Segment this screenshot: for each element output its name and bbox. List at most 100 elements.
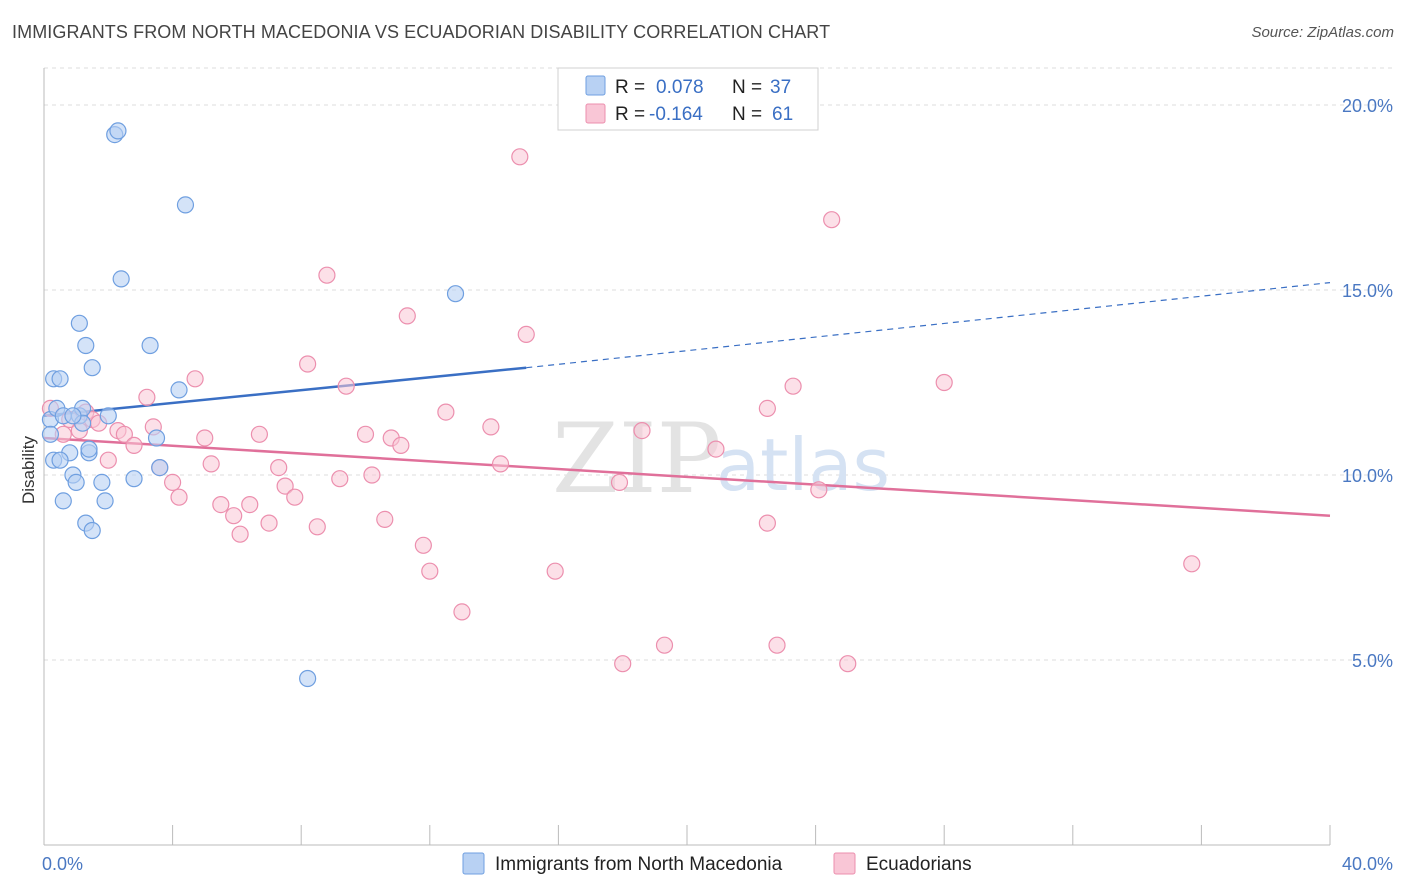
legend-n-label-blue: N = <box>732 77 762 98</box>
data-points <box>41 122 1201 688</box>
y-tick-label: 10.0% <box>1342 466 1393 486</box>
data-point-ecuadorians <box>270 459 288 477</box>
data-point-north-macedonia <box>77 336 95 355</box>
data-point-ecuadorians <box>453 603 471 621</box>
y-tick-labels: 5.0% 10.0% 15.0% 20.0% <box>1342 96 1393 671</box>
y-tick-label: 5.0% <box>1352 651 1393 671</box>
data-point-ecuadorians <box>839 655 857 673</box>
data-point-ecuadorians <box>482 418 500 436</box>
data-point-ecuadorians <box>421 562 439 580</box>
legend-n-value-blue: 37 <box>770 77 791 98</box>
series-legend: Immigrants from North Macedonia Ecuadori… <box>462 852 972 875</box>
legend-n-value-pink: 61 <box>772 104 793 125</box>
data-point-ecuadorians <box>231 525 249 543</box>
data-point-north-macedonia <box>109 122 127 140</box>
data-point-north-macedonia <box>96 492 114 510</box>
y-tick-label: 15.0% <box>1342 281 1393 301</box>
data-point-north-macedonia <box>83 359 101 377</box>
data-point-ecuadorians <box>398 307 416 325</box>
data-point-ecuadorians <box>308 518 326 536</box>
trend-lines <box>43 282 1331 517</box>
legend-swatch-blue <box>585 75 606 96</box>
trend-line-pink <box>43 436 1331 517</box>
series-legend-label-pink: Ecuadorians <box>866 854 972 875</box>
watermark-atlas: atlas <box>716 423 890 507</box>
watermark-zip: ZIP <box>552 403 721 515</box>
legend-r-value-blue: 0.078 <box>656 77 704 98</box>
data-point-ecuadorians <box>758 399 776 417</box>
data-point-north-macedonia <box>67 473 85 491</box>
data-point-ecuadorians <box>511 148 529 166</box>
data-point-ecuadorians <box>376 510 394 529</box>
data-point-north-macedonia <box>80 440 98 458</box>
data-point-north-macedonia <box>93 473 111 491</box>
data-point-ecuadorians <box>125 436 143 454</box>
data-point-north-macedonia <box>151 459 169 477</box>
legend-n-label-pink: N = <box>732 104 762 125</box>
data-point-north-macedonia <box>70 314 88 332</box>
data-point-ecuadorians <box>784 377 802 395</box>
data-point-north-macedonia <box>51 451 69 469</box>
series-legend-label-blue: Immigrants from North Macedonia <box>495 854 783 875</box>
axes <box>43 68 1331 846</box>
data-point-ecuadorians <box>363 466 381 484</box>
data-point-ecuadorians <box>186 370 204 388</box>
trend-line-blue <box>43 366 527 418</box>
data-point-ecuadorians <box>1183 555 1201 573</box>
data-point-ecuadorians <box>299 355 317 373</box>
data-point-ecuadorians <box>276 477 294 495</box>
legend-swatch-pink <box>585 103 606 124</box>
data-point-ecuadorians <box>164 473 182 491</box>
data-point-ecuadorians <box>437 403 455 421</box>
data-point-north-macedonia <box>112 270 130 288</box>
data-point-ecuadorians <box>250 425 269 443</box>
data-point-ecuadorians <box>758 514 776 532</box>
data-point-ecuadorians <box>225 507 243 525</box>
data-point-ecuadorians <box>823 211 841 229</box>
data-point-ecuadorians <box>356 425 375 443</box>
data-point-ecuadorians <box>286 488 304 506</box>
y-axis-label: Disability <box>19 435 38 504</box>
data-point-ecuadorians <box>810 481 828 499</box>
data-point-ecuadorians <box>707 440 725 458</box>
legend-r-value-pink: -0.164 <box>649 104 703 125</box>
legend-r-label-pink: R = <box>615 104 645 125</box>
data-point-north-macedonia <box>54 492 72 510</box>
x-tick-label: 0.0% <box>42 854 83 874</box>
data-point-ecuadorians <box>318 266 336 284</box>
data-point-ecuadorians <box>633 422 651 440</box>
data-point-ecuadorians <box>935 373 953 392</box>
data-point-ecuadorians <box>546 562 564 580</box>
data-point-ecuadorians <box>202 455 220 473</box>
source-credit: Source: ZipAtlas.com <box>1251 24 1394 41</box>
series-legend-swatch-pink <box>833 852 856 875</box>
data-point-ecuadorians <box>212 496 230 514</box>
data-point-north-macedonia <box>64 407 82 425</box>
x-tick-labels: 0.0% 40.0% <box>42 854 1393 874</box>
data-point-north-macedonia <box>41 425 60 443</box>
series-legend-swatch-blue <box>462 852 485 875</box>
y-tick-label: 20.0% <box>1342 96 1393 116</box>
data-point-ecuadorians <box>414 536 432 554</box>
data-point-ecuadorians <box>241 496 259 514</box>
data-point-ecuadorians <box>99 451 117 469</box>
data-point-ecuadorians <box>491 455 510 473</box>
data-point-ecuadorians <box>138 388 156 406</box>
data-point-ecuadorians <box>517 325 535 343</box>
x-tick-label: 40.0% <box>1342 854 1393 874</box>
data-point-north-macedonia <box>446 285 465 303</box>
data-point-ecuadorians <box>610 473 629 491</box>
data-point-north-macedonia <box>170 381 188 399</box>
data-point-ecuadorians <box>337 377 355 395</box>
data-point-ecuadorians <box>115 425 133 443</box>
data-point-north-macedonia <box>99 407 117 425</box>
data-point-ecuadorians <box>614 655 632 673</box>
data-point-ecuadorians <box>768 636 786 654</box>
data-point-ecuadorians <box>260 514 278 532</box>
data-point-north-macedonia <box>125 470 143 488</box>
data-point-north-macedonia <box>141 336 159 355</box>
data-point-ecuadorians <box>392 436 410 454</box>
trend-line-blue-extension <box>526 282 1331 369</box>
data-point-ecuadorians <box>655 636 674 654</box>
